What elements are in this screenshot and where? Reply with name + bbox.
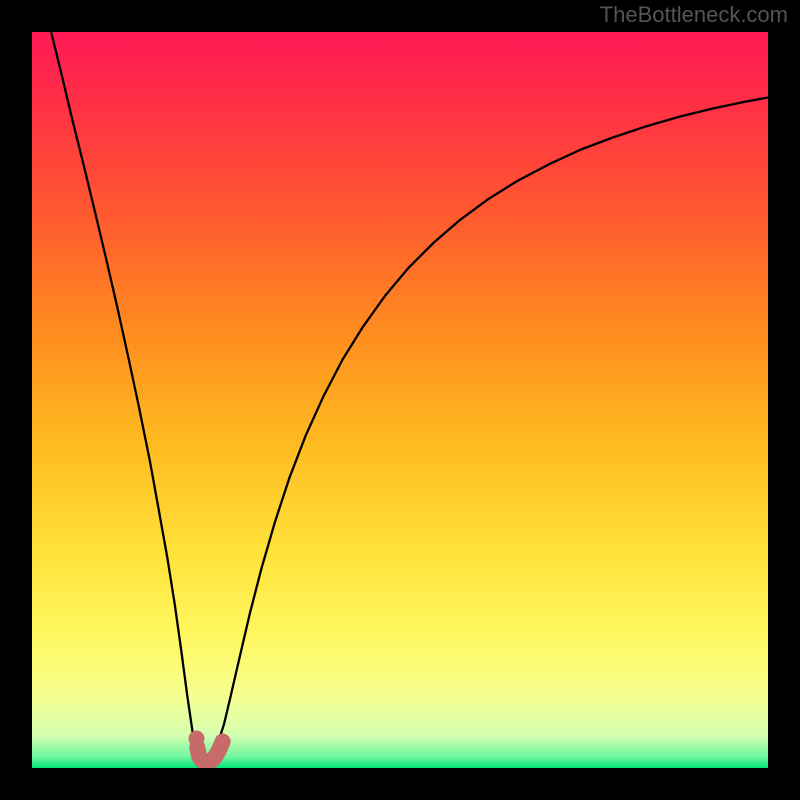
gradient-background bbox=[32, 32, 768, 768]
plot-area bbox=[32, 32, 768, 768]
optimal-marker-dot bbox=[188, 731, 204, 747]
attribution-text: TheBottleneck.com bbox=[600, 2, 788, 28]
chart-container: TheBottleneck.com bbox=[0, 0, 800, 800]
chart-svg bbox=[32, 32, 768, 768]
